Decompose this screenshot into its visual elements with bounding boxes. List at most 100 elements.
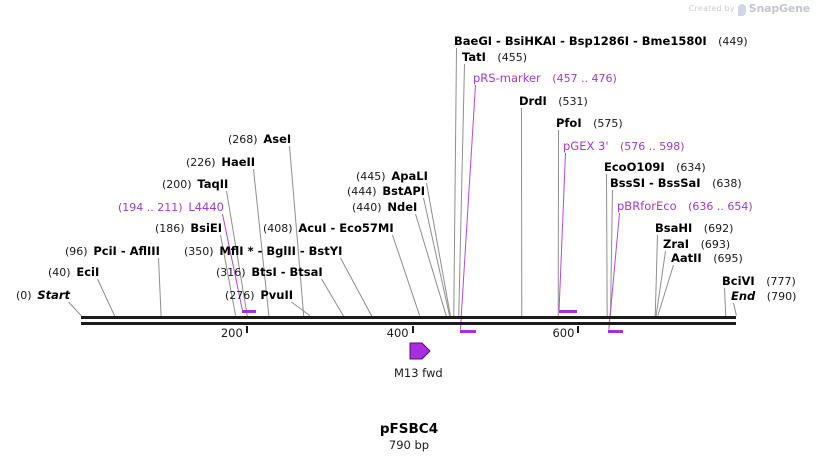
site-label-pbr[interactable]: pBRforEco (636 .. 654): [617, 199, 753, 214]
site-position-pgex: (576 .. 598): [620, 140, 685, 153]
site-name-aseI: AseI: [263, 132, 292, 146]
site-position-start: (0): [16, 289, 32, 302]
site-label-acuI[interactable]: (408) AcuI - Eco57MI: [263, 221, 394, 236]
site-label-bsiEI[interactable]: (186) BsiEI: [155, 221, 223, 236]
site-label-l4440[interactable]: (194 .. 211) L4440: [118, 201, 224, 215]
site-label-bciVI[interactable]: BciVI (777): [722, 275, 796, 289]
site-position-eciI: (40): [48, 266, 71, 279]
site-position-aatII: (695): [713, 252, 743, 265]
site-label-end[interactable]: End (790): [731, 289, 797, 304]
site-label-pfoI[interactable]: PfoI (575): [556, 116, 623, 131]
site-name-acuI: AcuI - Eco57MI: [298, 221, 394, 235]
site-name-pvuII: PvuII: [260, 288, 294, 302]
leader-line: [158, 257, 162, 317]
site-label-pvuII[interactable]: (276) PvuII: [225, 288, 294, 303]
site-label-zraI[interactable]: ZraI (693): [663, 237, 730, 252]
site-label-bsssi[interactable]: BssSI - BssSaI (638): [610, 176, 742, 191]
watermark-brand: SnapGene: [748, 2, 810, 15]
primer-label-m13-fwd: M13 fwd: [393, 366, 443, 380]
site-name-end: End: [731, 289, 756, 303]
site-label-baeGI[interactable]: BaeGI - BsiHKAI - Bsp1286I - Bme1580I (4…: [454, 34, 748, 49]
site-position-bsiEI: (186): [155, 222, 185, 235]
site-label-drdI[interactable]: DrdI (531): [519, 94, 588, 109]
leader-line: [291, 301, 311, 317]
site-label-eciI[interactable]: (40) EciI: [48, 265, 100, 280]
site-name-pbr: pBRforEco: [617, 199, 677, 213]
site-position-ecoo: (634): [676, 161, 706, 174]
site-position-drdI: (531): [558, 95, 588, 108]
site-label-aatII[interactable]: AatII (695): [671, 251, 743, 266]
site-position-l4440: (194 .. 211): [118, 201, 183, 214]
site-label-ecoo[interactable]: EcoO109I (634): [604, 161, 706, 175]
site-name-eciI: EciI: [76, 265, 100, 279]
ruler-tick-400: [411, 326, 414, 333]
site-label-pciI[interactable]: (96) PciI - AflIII: [65, 245, 160, 259]
leader-line: [97, 278, 116, 317]
feature-bar-pgex-3-[interactable]: [558, 310, 577, 313]
site-name-bstAPI: BstAPI: [382, 184, 426, 198]
snapgene-logo-icon: [737, 3, 746, 16]
site-name-zraI: ZraI: [663, 237, 690, 251]
site-label-taqII[interactable]: (200) TaqII: [162, 178, 228, 192]
site-label-bstAPI[interactable]: (444) BstAPI: [347, 184, 426, 199]
site-name-drdI: DrdI: [519, 94, 547, 108]
site-name-pgex: pGEX 3': [563, 139, 609, 153]
plasmid-size: 790 bp: [388, 438, 430, 452]
site-name-start: Start: [37, 288, 71, 302]
site-position-end: (790): [766, 290, 797, 303]
site-label-bsaHI[interactable]: BsaHI (692): [655, 221, 734, 236]
plasmid-name: pFSBC4: [379, 421, 439, 437]
primer-arrow-m13-fwd[interactable]: [409, 341, 431, 365]
site-label-aseI[interactable]: (268) AseI: [228, 132, 292, 147]
site-position-tatI: (455): [497, 51, 527, 64]
site-label-start[interactable]: (0) Start: [16, 288, 71, 303]
site-label-tatI[interactable]: TatI (455): [462, 51, 527, 65]
site-position-bsaHI: (692): [703, 222, 734, 235]
plasmid-backbone-lower-strand: [81, 322, 736, 325]
site-position-bciVI: (777): [766, 275, 796, 288]
site-position-pbr: (636 .. 654): [688, 200, 753, 213]
site-position-prsmk: (457 .. 476): [552, 72, 617, 85]
leader-line: [606, 173, 608, 317]
feature-bar-pbrforeco[interactable]: [608, 330, 624, 333]
site-name-pfoI: PfoI: [556, 116, 582, 130]
site-name-btsI: BtsI - BtsaI: [251, 265, 323, 279]
ruler-tick-200: [245, 326, 248, 333]
ruler-label-400: 400: [386, 326, 409, 340]
site-label-pgex[interactable]: pGEX 3' (576 .. 598): [563, 139, 685, 154]
site-position-pciI: (96): [65, 245, 88, 258]
site-label-haeII[interactable]: (226) HaeII: [186, 155, 256, 170]
leader-line: [558, 152, 567, 311]
site-position-btsI: (316): [216, 266, 246, 279]
site-label-apaLI[interactable]: (445) ApaLI: [356, 170, 428, 184]
ruler-label-200: 200: [220, 326, 243, 340]
site-position-pfoI: (575): [593, 117, 623, 130]
site-position-acuI: (408): [263, 222, 293, 235]
site-label-ndeI[interactable]: (440) NdeI: [352, 200, 418, 215]
site-name-aatII: AatII: [671, 251, 702, 265]
snapgene-watermark: Created by SnapGene: [689, 2, 810, 16]
site-name-haeII: HaeII: [221, 155, 256, 169]
site-name-ndeI: NdeI: [387, 200, 418, 214]
leader-line: [426, 182, 451, 317]
leader-line: [392, 234, 421, 317]
leader-line: [340, 257, 373, 317]
site-name-prsmk: pRS-marker: [473, 71, 541, 85]
feature-bar-prs-marker[interactable]: [459, 330, 476, 333]
site-label-mflI[interactable]: (350) MflI * - BglII - BstYI: [184, 245, 342, 259]
feature-bar-l4440[interactable]: [241, 310, 256, 313]
site-name-bsssi: BssSI - BssSaI: [610, 176, 701, 190]
site-position-bstAPI: (444): [347, 185, 377, 198]
site-name-baeGI: BaeGI - BsiHKAI - Bsp1286I - Bme1580I: [454, 34, 707, 48]
site-name-bsiEI: BsiEI: [190, 221, 223, 235]
plasmid-backbone-upper-strand: [81, 316, 736, 319]
site-position-apaLI: (445): [356, 170, 386, 183]
site-label-prsmk[interactable]: pRS-marker (457 .. 476): [473, 71, 617, 86]
leader-line: [68, 301, 82, 317]
site-label-btsI[interactable]: (316) BtsI - BtsaI: [216, 265, 323, 280]
site-position-pvuII: (276): [225, 289, 255, 302]
ruler-tick-600: [577, 326, 580, 333]
site-position-taqII: (200): [162, 178, 192, 191]
site-name-bsaHI: BsaHI: [655, 221, 693, 235]
